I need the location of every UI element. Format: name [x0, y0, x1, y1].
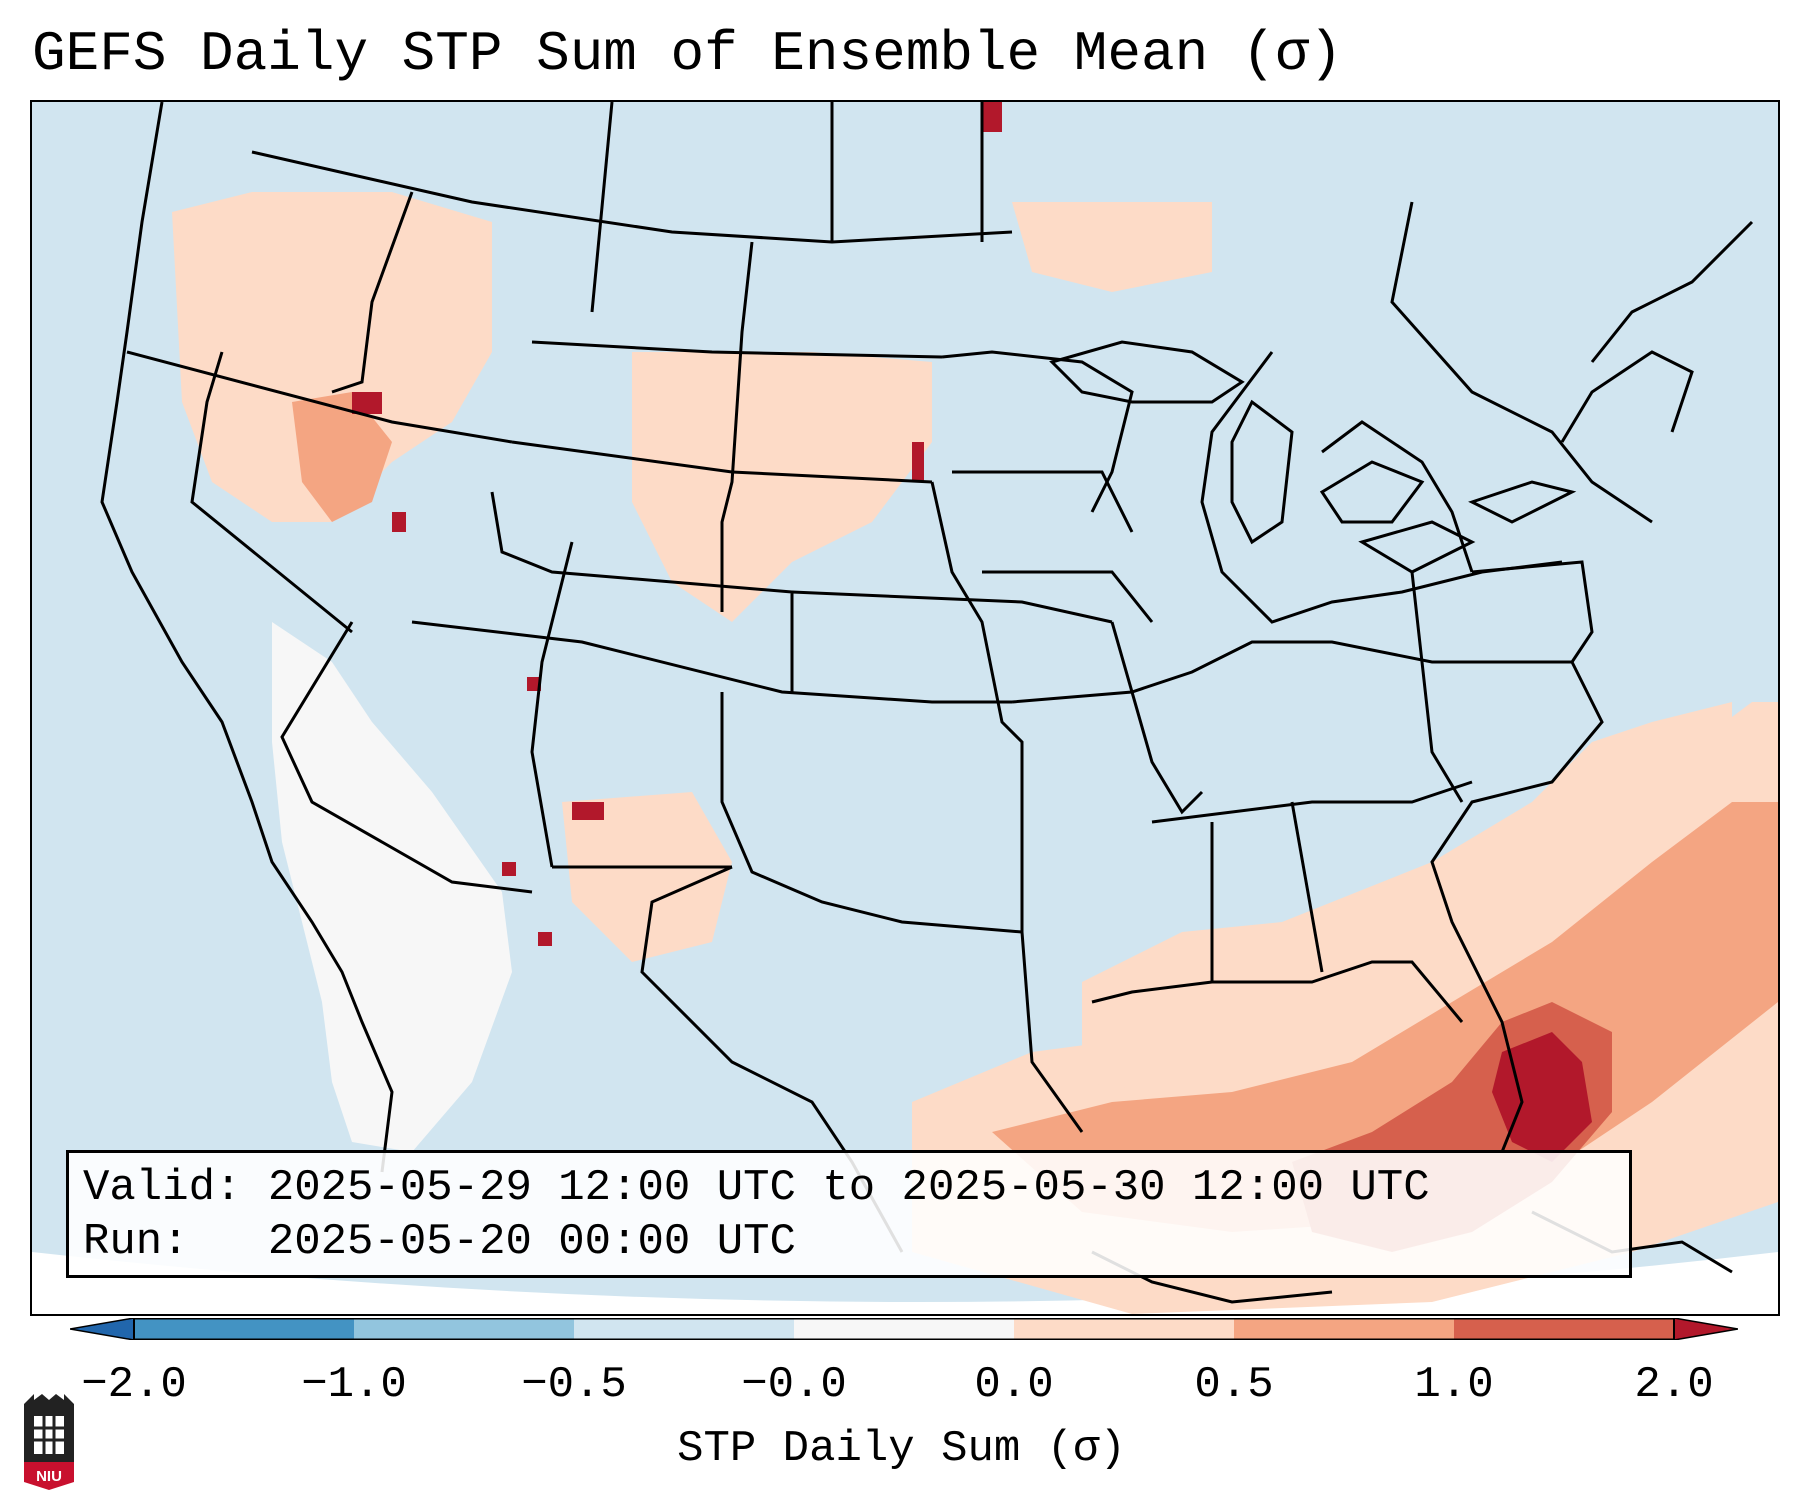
colorbar-tick-label: 1.0 [1414, 1360, 1494, 1410]
colorbar-tick-label: −2.0 [81, 1360, 187, 1410]
colorbar-tick-label: 0.5 [1194, 1360, 1274, 1410]
colorbar-tick-label: 2.0 [1634, 1360, 1714, 1410]
colorbar-extend-high [1673, 1318, 1738, 1340]
colorbar-extend-low [70, 1318, 135, 1340]
colorbar-segment [354, 1318, 575, 1340]
colorbar-tick-label: −0.0 [741, 1360, 847, 1410]
niu-logo: NIU [24, 1394, 74, 1490]
high-anomaly-cells [352, 102, 1002, 946]
colorbar-segment [794, 1318, 1015, 1340]
run-time: Run: 2025-05-20 00:00 UTC [83, 1217, 796, 1267]
valid-time: Valid: 2025-05-29 12:00 UTC to 2025-05-3… [83, 1163, 1430, 1213]
great-lakes [1049, 340, 1577, 574]
near-zero-region [272, 622, 512, 1152]
colorbar-tick-label: −0.5 [521, 1360, 627, 1410]
colorbar-segment [134, 1318, 355, 1340]
colorbar-segment [1454, 1318, 1675, 1340]
colorbar-outline [133, 1318, 1675, 1340]
colorbar-label: STP Daily Sum (σ) [677, 1424, 1126, 1474]
state-boundaries [100, 102, 1754, 1304]
colorbar-segment [574, 1318, 795, 1340]
chart-title: GEFS Daily STP Sum of Ensemble Mean (σ) [32, 22, 1343, 86]
colorbar-tick-label: 0.0 [974, 1360, 1054, 1410]
colorbar-tick-label: −1.0 [301, 1360, 407, 1410]
map-svg [32, 102, 1778, 1314]
valid-run-info-box: Valid: 2025-05-29 12:00 UTC to 2025-05-3… [66, 1150, 1632, 1278]
map-panel [30, 100, 1780, 1316]
colorbar [70, 1318, 1738, 1340]
colorbar-segment [1014, 1318, 1235, 1340]
colorbar-segment [1234, 1318, 1455, 1340]
colorbar-segments [70, 1318, 1738, 1340]
logo-text: NIU [36, 1468, 62, 1485]
